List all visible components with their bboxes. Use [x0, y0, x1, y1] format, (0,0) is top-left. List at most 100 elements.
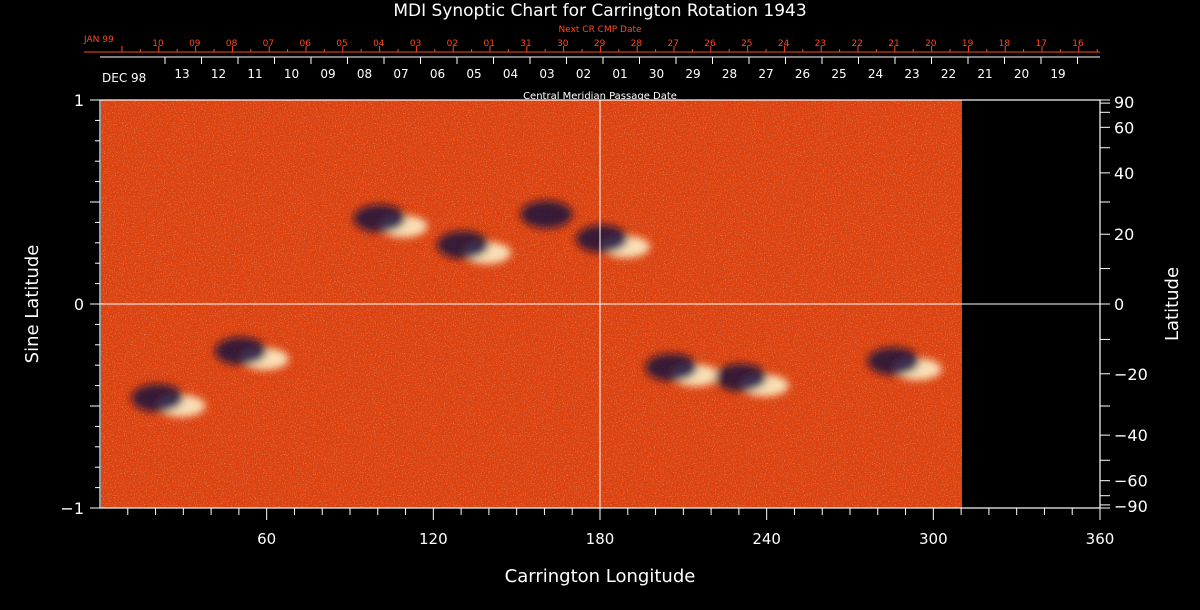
next-cr-date: 10 [152, 39, 164, 49]
y-right-tick-label: 40 [1114, 164, 1134, 183]
y-right-tick-label: 60 [1114, 118, 1134, 137]
cmp-date: 22 [941, 67, 956, 81]
next-cr-date: 06 [299, 39, 311, 49]
active-region-6 [645, 353, 720, 387]
x-axis: 60 120 180 240 300 360 [127, 508, 1115, 548]
y-left-tick-label: 1 [74, 91, 84, 110]
next-cr-date: 01 [483, 39, 494, 49]
active-region-7 [714, 363, 789, 397]
y-left-tick-label: −1 [60, 499, 84, 518]
y-axis-left-label: Sine Latitude [22, 245, 43, 364]
cmp-date: 08 [357, 67, 372, 81]
next-cr-date: 23 [815, 39, 826, 49]
cmp-date: 04 [503, 67, 518, 81]
cmp-date: 25 [831, 67, 846, 81]
x-tick-label: 300 [919, 530, 948, 548]
cmp-date: 13 [174, 67, 189, 81]
next-cr-axis: 10 09 08 07 06 05 04 03 02 01 31 30 29 28 27 26 25 24 23 22… [84, 39, 1100, 53]
active-region-8 [867, 347, 942, 381]
cmp-date: 26 [795, 67, 810, 81]
cmp-date: 19 [1050, 67, 1065, 81]
next-cr-date: 02 [447, 39, 458, 49]
next-cr-date: 21 [888, 39, 899, 49]
active-region-5 [214, 337, 289, 370]
y-right-tick-label: 0 [1114, 295, 1124, 314]
negative-flux-patch [131, 383, 184, 412]
chart-title: MDI Synoptic Chart for Carrington Rotati… [393, 1, 806, 21]
active-region-1 [437, 230, 511, 264]
cmp-date: 12 [211, 67, 226, 81]
negative-flux-patch [867, 347, 920, 376]
active-region-0 [353, 204, 428, 238]
next-cr-date: 27 [667, 39, 678, 49]
y-right-tick-label: −40 [1114, 426, 1148, 445]
cmp-date: 05 [466, 67, 481, 81]
cmp-date: 21 [977, 67, 992, 81]
y-axis-left: 1 0 −1 [60, 91, 100, 518]
next-cr-date: 18 [999, 39, 1011, 49]
next-cr-date: 26 [704, 39, 716, 49]
cmp-date: 09 [320, 67, 335, 81]
y-right-tick-label: 90 [1114, 93, 1134, 112]
x-tick-label: 60 [257, 530, 276, 548]
cmp-date: 30 [649, 67, 664, 81]
x-tick-label: 120 [419, 530, 448, 548]
x-tick-label: 360 [1086, 530, 1115, 548]
next-cr-start-label: JAN 99 [83, 35, 114, 45]
y-axis-right-label: Latitude [1162, 267, 1183, 341]
negative-flux-patch [575, 224, 628, 253]
cmp-date: 10 [284, 67, 299, 81]
next-cr-date: 31 [520, 39, 531, 49]
next-cr-label: Next CR CMP Date [558, 25, 642, 35]
next-cr-date: 29 [594, 39, 606, 49]
negative-flux-patch [520, 200, 573, 229]
next-cr-date: 24 [778, 39, 790, 49]
cmp-axis: 13 12 11 10 09 08 07 06 05 04 03 02 01 30 29 28 27 26 25 24… [100, 56, 1100, 81]
cmp-date: 02 [576, 67, 591, 81]
next-cr-date: 30 [557, 39, 569, 49]
cmp-date: 03 [539, 67, 554, 81]
next-cr-date: 07 [263, 39, 274, 49]
cmp-start-label: DEC 98 [102, 71, 146, 85]
negative-flux-patch [214, 337, 267, 365]
cmp-date: 29 [685, 67, 700, 81]
y-axis-right: 90 60 40 20 0 −20 −40 −60 −90 [1100, 93, 1148, 516]
y-right-tick-label: −20 [1114, 365, 1148, 384]
negative-flux-patch [645, 353, 698, 382]
next-cr-date: 28 [631, 39, 643, 49]
next-cr-date: 03 [410, 39, 421, 49]
next-cr-date: 17 [1035, 39, 1046, 49]
cmp-date: 23 [904, 67, 919, 81]
x-axis-label: Carrington Longitude [505, 566, 696, 587]
next-cr-date: 04 [373, 39, 385, 49]
x-tick-label: 240 [752, 530, 781, 548]
negative-flux-patch [714, 363, 767, 392]
next-cr-date: 09 [189, 39, 201, 49]
negative-flux-patch [437, 230, 489, 259]
cmp-date: 06 [430, 67, 445, 81]
y-right-tick-label: 20 [1114, 225, 1134, 244]
x-tick-label: 180 [586, 530, 615, 548]
next-cr-date: 22 [851, 39, 862, 49]
y-right-tick-label: −60 [1114, 472, 1148, 491]
cmp-date: 07 [393, 67, 408, 81]
next-cr-date: 16 [1072, 39, 1084, 49]
cmp-date: 01 [612, 67, 627, 81]
next-cr-date: 19 [962, 39, 974, 49]
cmp-date: 28 [722, 67, 737, 81]
next-cr-date: 08 [226, 39, 238, 49]
cmp-axis-label: Central Meridian Passage Date [523, 91, 677, 102]
active-region-4 [131, 383, 206, 417]
next-cr-date: 25 [741, 39, 752, 49]
cmp-date: 11 [247, 67, 262, 81]
cmp-date: 24 [868, 67, 883, 81]
y-right-tick-label: −90 [1114, 497, 1148, 516]
active-region-2 [520, 200, 573, 229]
negative-flux-patch [353, 204, 406, 233]
next-cr-date: 05 [336, 39, 347, 49]
active-region-3 [575, 224, 650, 258]
next-cr-date: 20 [925, 39, 937, 49]
cmp-date: 20 [1014, 67, 1029, 81]
cmp-date: 27 [758, 67, 773, 81]
